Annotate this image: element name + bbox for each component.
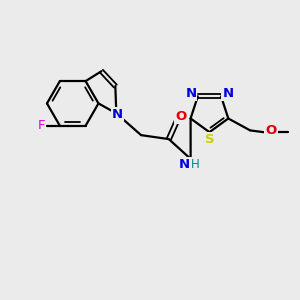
Text: S: S bbox=[205, 133, 214, 146]
Text: O: O bbox=[265, 124, 277, 137]
Text: F: F bbox=[37, 119, 45, 132]
Text: N: N bbox=[223, 87, 234, 100]
Text: H: H bbox=[191, 158, 200, 171]
Text: O: O bbox=[175, 110, 186, 123]
Text: N: N bbox=[185, 87, 197, 100]
Text: N: N bbox=[112, 108, 123, 121]
Text: N: N bbox=[179, 158, 190, 171]
